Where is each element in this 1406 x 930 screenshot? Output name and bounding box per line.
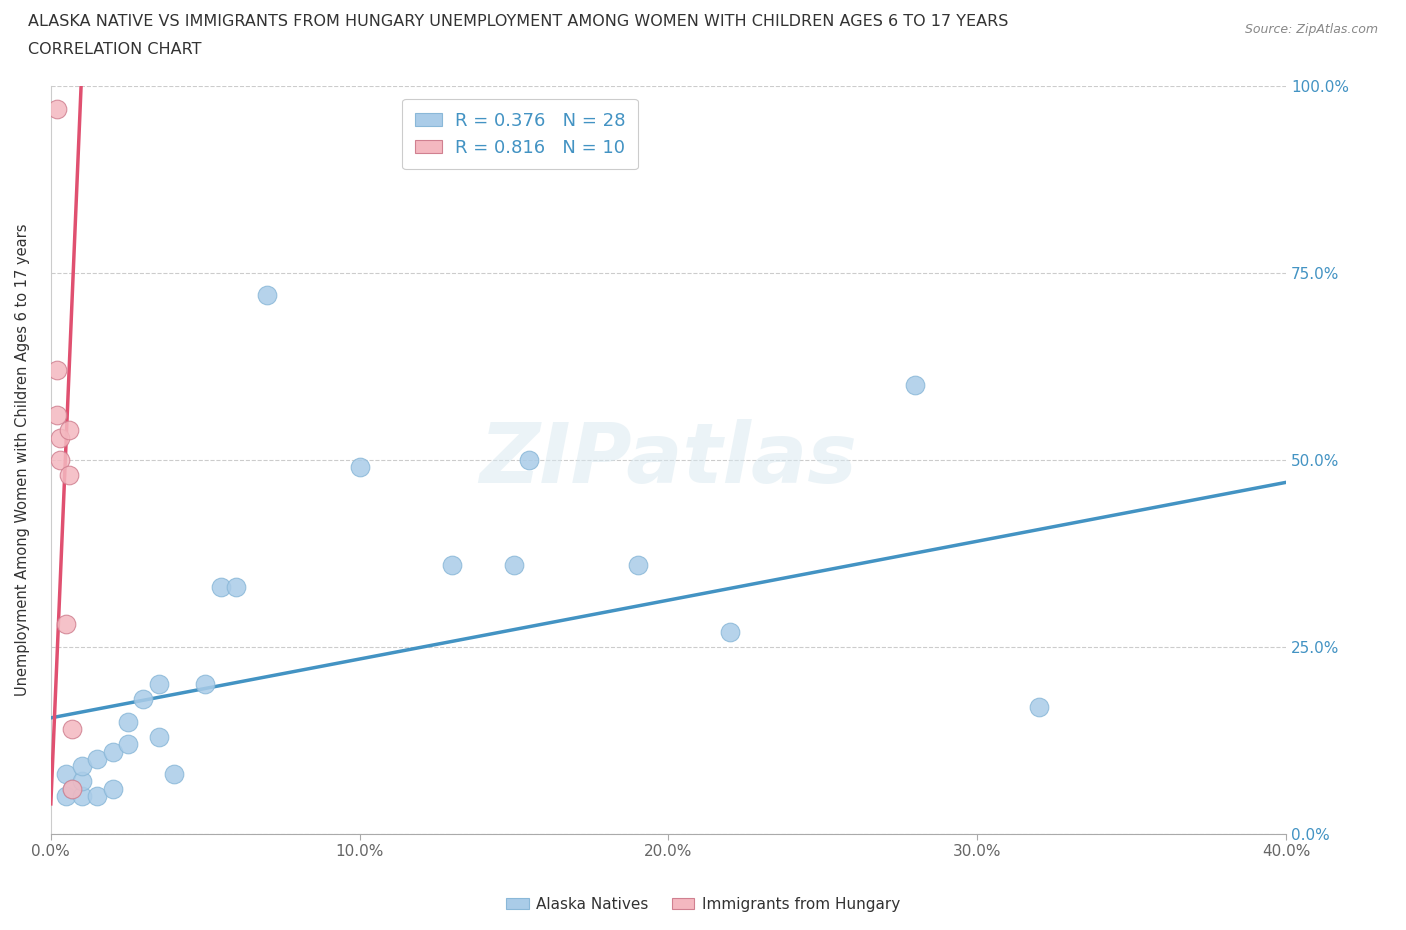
Text: CORRELATION CHART: CORRELATION CHART (28, 42, 201, 57)
Point (46, 101, 69, 116)
Point (46, 363, 69, 378)
Legend: Alaska Natives, Immigrants from Hungary: Alaska Natives, Immigrants from Hungary (499, 891, 907, 918)
Point (55, 789, 77, 804)
Point (86, 751, 108, 766)
Point (117, 714, 139, 729)
Point (55, 766, 77, 781)
Point (58, 422, 80, 437)
Point (62, 781, 84, 796)
Point (132, 692, 155, 707)
Y-axis label: Unemployment Among Women with Children Ages 6 to 17 years: Unemployment Among Women with Children A… (15, 224, 30, 697)
Point (117, 737, 139, 751)
Point (70, 774, 93, 789)
Point (148, 729, 170, 744)
Point (62, 722, 84, 737)
Point (86, 789, 108, 804)
Point (58, 468, 80, 483)
Point (70, 759, 93, 774)
Point (194, 677, 217, 692)
Point (49, 430, 72, 445)
Point (148, 677, 170, 692)
Point (718, 624, 741, 639)
Legend: R = 0.376   N = 28, R = 0.816   N = 10: R = 0.376 N = 28, R = 0.816 N = 10 (402, 99, 638, 169)
Point (101, 781, 124, 796)
Point (1028, 699, 1050, 714)
Point (256, 288, 278, 303)
Point (441, 557, 464, 572)
Point (626, 557, 648, 572)
Text: ALASKA NATIVE VS IMMIGRANTS FROM HUNGARY UNEMPLOYMENT AMONG WOMEN WITH CHILDREN : ALASKA NATIVE VS IMMIGRANTS FROM HUNGARY… (28, 14, 1008, 29)
Point (62, 781, 84, 796)
Point (503, 557, 526, 572)
Point (519, 453, 541, 468)
Point (49, 453, 72, 468)
Text: ZIPatlas: ZIPatlas (479, 419, 858, 500)
Point (101, 744, 124, 759)
Point (70, 789, 93, 804)
Point (55, 617, 77, 631)
Point (209, 579, 232, 594)
Point (904, 378, 927, 392)
Text: Source: ZipAtlas.com: Source: ZipAtlas.com (1244, 23, 1378, 36)
Point (225, 579, 247, 594)
Point (163, 766, 186, 781)
Point (46, 407, 69, 422)
Point (349, 460, 371, 475)
